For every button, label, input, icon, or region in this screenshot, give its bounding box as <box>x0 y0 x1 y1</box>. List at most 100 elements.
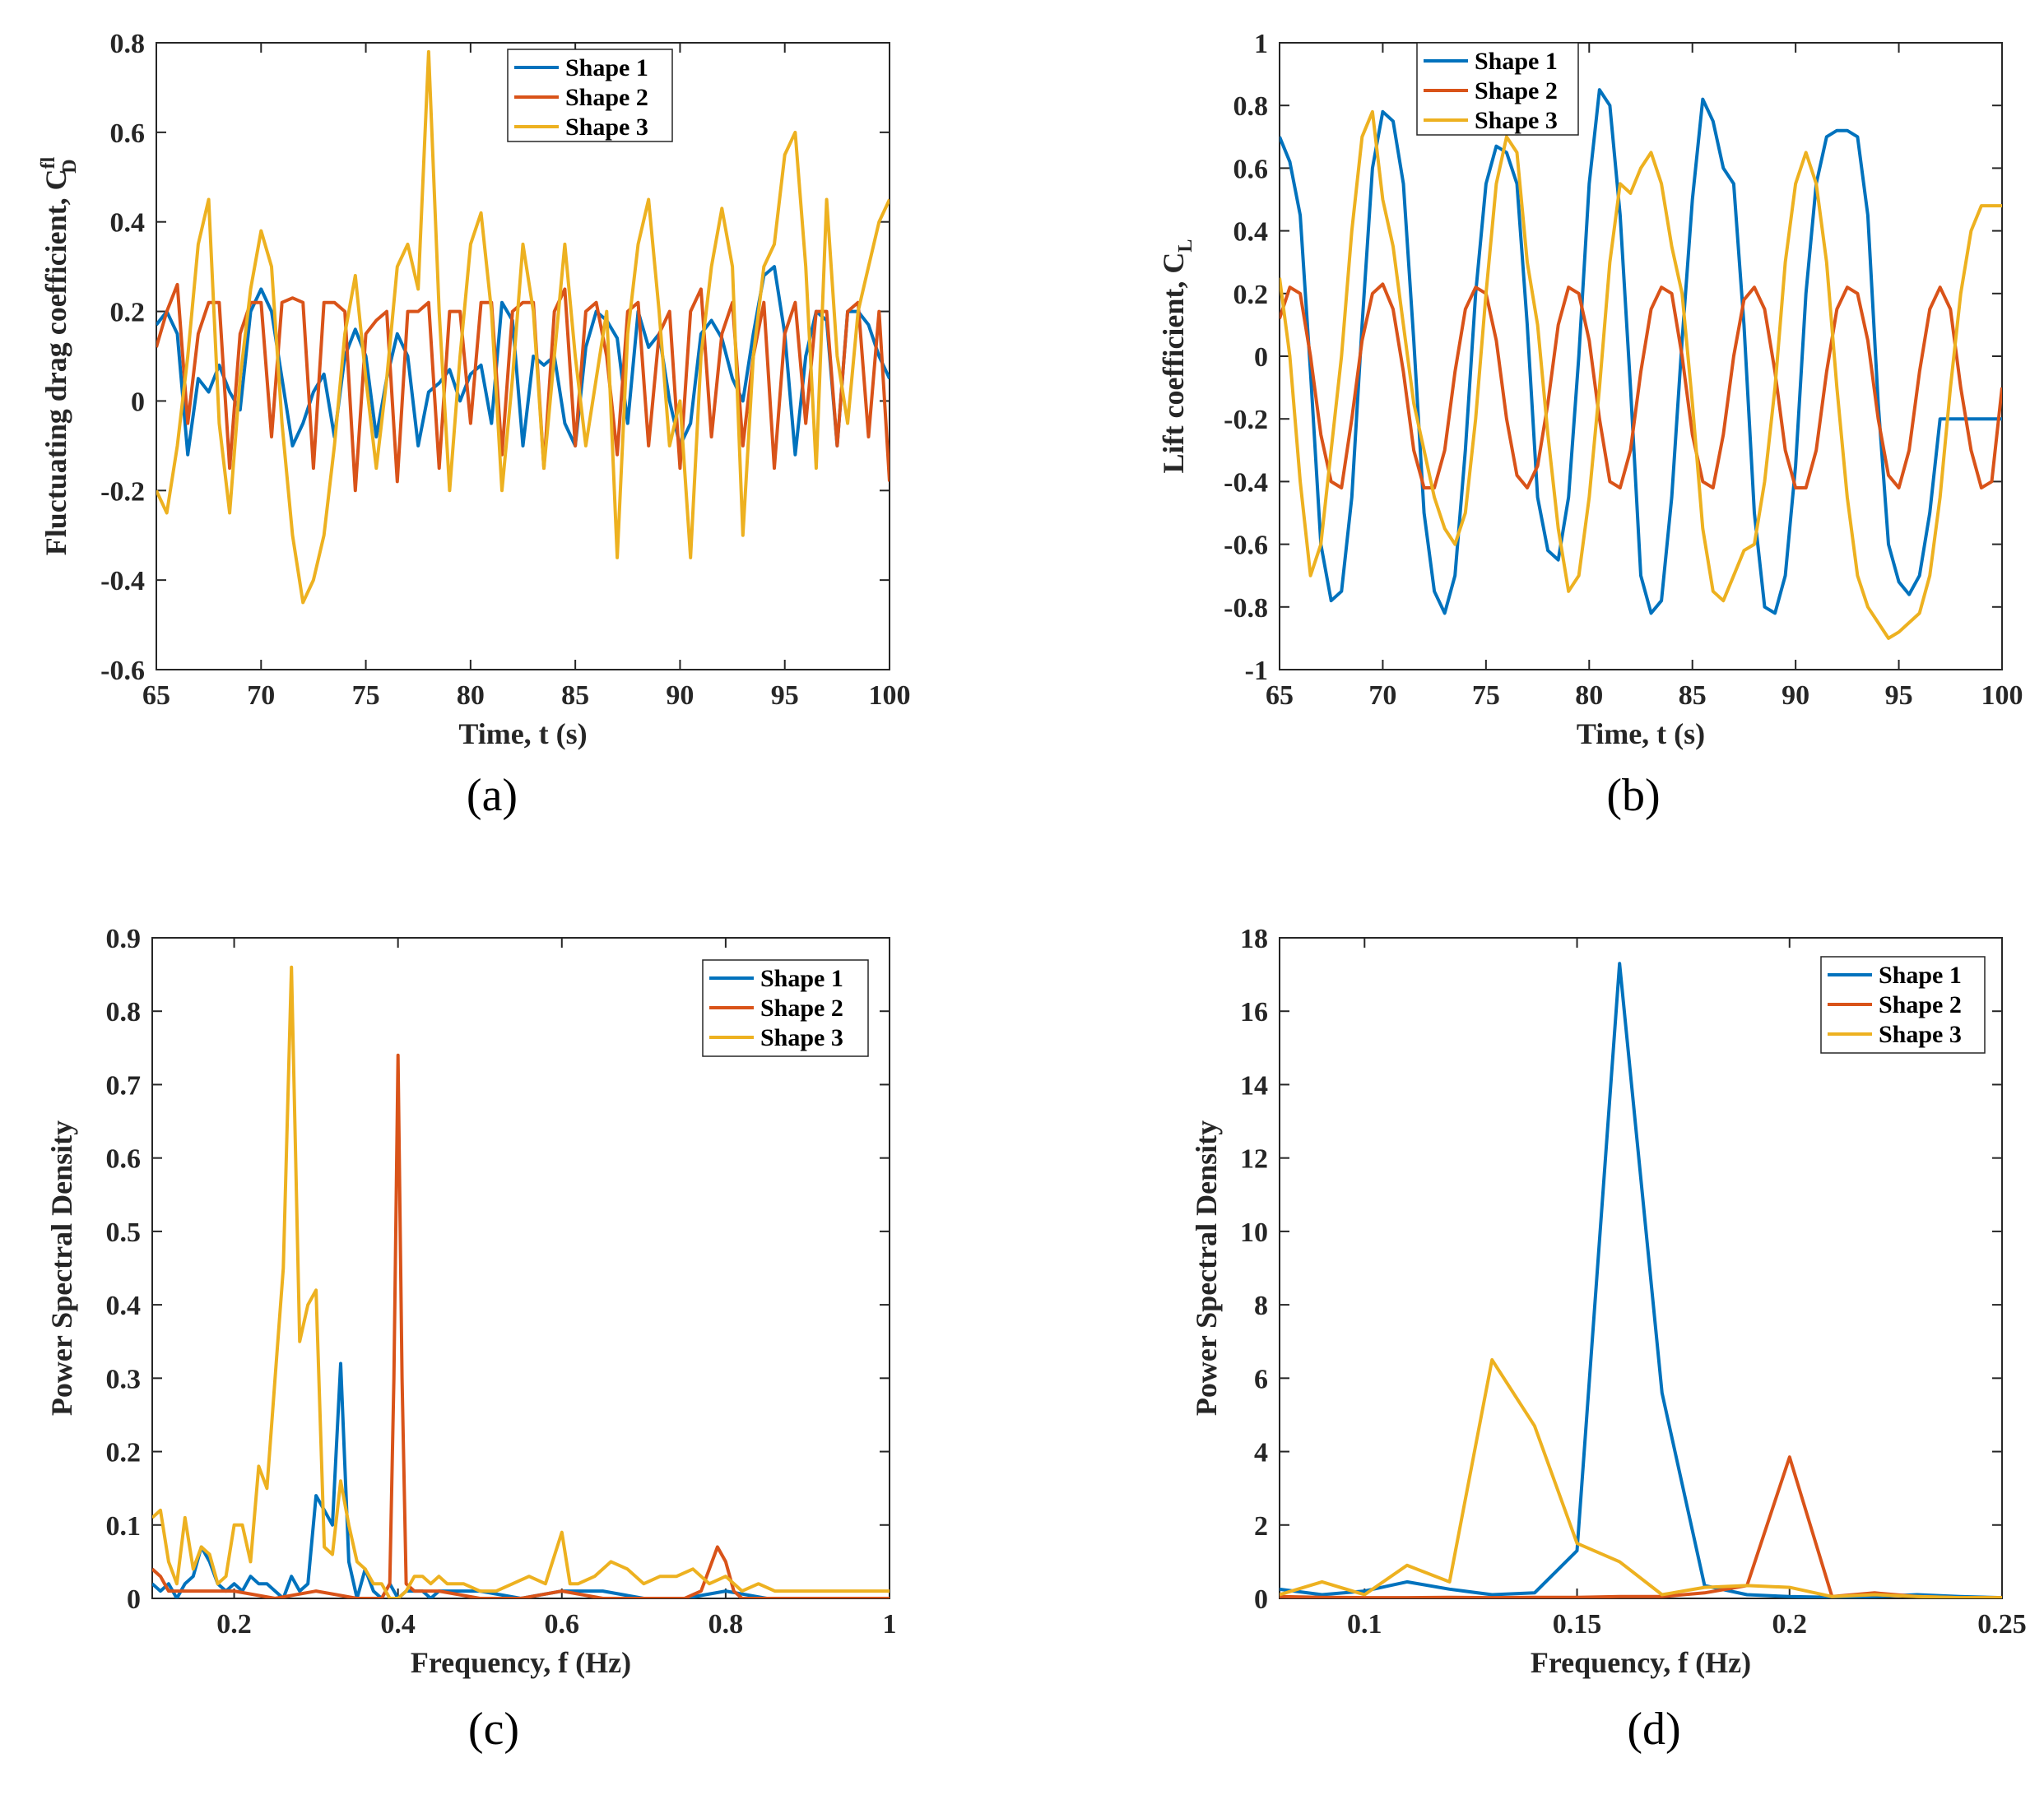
panel-label: (d) <box>1627 1704 1680 1755</box>
y-axis-label: Lift coefficient, CL <box>1157 239 1196 474</box>
series-group <box>1280 88 2002 640</box>
y-tick-label: -0.2 <box>1224 405 1268 435</box>
y-tick-label: 0.4 <box>110 208 146 239</box>
x-tick-label: 95 <box>771 680 799 711</box>
x-tick-label: 70 <box>247 680 275 711</box>
x-tick-label: 0.1 <box>1347 1609 1382 1640</box>
y-tick-label: 0.7 <box>106 1070 142 1101</box>
x-tick-label: 0.15 <box>1553 1609 1602 1640</box>
y-tick-label: 0.2 <box>106 1438 142 1468</box>
y-tick-label: 0.6 <box>110 118 146 149</box>
y-tick-label: 1 <box>1254 29 1268 59</box>
series-line-shape-3 <box>1280 1358 2002 1598</box>
y-axis-label: Power Spectral Density <box>1190 1120 1223 1416</box>
legend-label-shape-2: Shape 2 <box>760 995 843 1022</box>
x-tick-label: 100 <box>869 680 911 711</box>
y-tick-label: 4 <box>1254 1438 1268 1468</box>
x-tick-label: 0.2 <box>216 1609 252 1640</box>
series-line-shape-2 <box>152 1053 890 1598</box>
x-tick-label: 90 <box>666 680 694 711</box>
y-tick-label: 0.2 <box>1233 280 1269 310</box>
legend-label-shape-1: Shape 1 <box>1475 48 1558 75</box>
y-axis-label-subscript: D <box>59 159 81 173</box>
y-tick-label: 0.6 <box>1233 154 1269 184</box>
x-tick-label: 75 <box>352 680 380 711</box>
y-tick-label: 0.8 <box>1233 91 1269 122</box>
panel-label: (c) <box>468 1704 519 1755</box>
legend-label-shape-1: Shape 1 <box>565 54 648 81</box>
series-line-shape-1 <box>1280 88 2002 615</box>
x-axis-label: Time, t (s) <box>1577 717 1705 750</box>
x-axis-label: Frequency, f (Hz) <box>1531 1646 1751 1679</box>
x-tick-label: 65 <box>1266 680 1294 711</box>
y-tick-label: 0 <box>1254 342 1268 373</box>
y-tick-label: 6 <box>1254 1364 1268 1394</box>
x-tick-label: 100 <box>1981 680 2023 711</box>
y-tick-label: 0.3 <box>106 1364 142 1394</box>
x-tick-label: 0.6 <box>545 1609 580 1640</box>
series-group <box>152 965 890 1598</box>
y-axis-label-superscript: fl <box>38 156 59 169</box>
y-tick-label: 0 <box>131 387 145 417</box>
y-tick-label: 0.2 <box>110 298 146 328</box>
y-tick-label: -0.8 <box>1224 593 1268 624</box>
y-tick-label: 0.5 <box>106 1218 142 1248</box>
x-axis-label: Time, t (s) <box>458 717 587 750</box>
y-tick-label: -0.6 <box>1224 531 1268 561</box>
x-tick-label: 80 <box>1575 680 1603 711</box>
x-tick-label: 0.2 <box>1772 1609 1808 1640</box>
panel-4: 0.1 0.15 0.2 0.25 0 2 4 6 8 10 12 14 16 18 Frequency, … <box>1190 924 2027 1755</box>
y-tick-label: 0 <box>1254 1584 1268 1615</box>
y-tick-label: 14 <box>1240 1070 1268 1101</box>
y-tick-label: 0.9 <box>106 924 142 954</box>
series-line-shape-2 <box>1280 282 2002 489</box>
panel-3: 0.2 0.4 0.6 0.8 1 0 0.1 0.2 0.3 0.4 0.5 0.6 0.7 0.8 0.… <box>45 924 897 1755</box>
legend-label-shape-3: Shape 3 <box>760 1024 843 1051</box>
legend-label-shape-3: Shape 3 <box>1475 107 1558 134</box>
legend-label-shape-2: Shape 2 <box>565 84 648 111</box>
series-line-shape-3 <box>152 965 890 1598</box>
y-tick-label: 18 <box>1240 924 1268 954</box>
x-tick-label: 0.25 <box>1977 1609 2027 1640</box>
y-tick-label: -0.6 <box>100 656 145 686</box>
legend-label-shape-1: Shape 1 <box>760 965 843 992</box>
x-tick-label: 80 <box>457 680 485 711</box>
y-tick-label: 0.1 <box>106 1511 142 1542</box>
y-tick-label: 0.6 <box>106 1144 142 1175</box>
series-group <box>156 49 890 605</box>
y-tick-label: -1 <box>1245 656 1268 686</box>
panel-label: (a) <box>467 770 518 821</box>
y-tick-label: -0.4 <box>1224 467 1268 498</box>
y-tick-label: 0.8 <box>110 29 146 59</box>
legend-label-shape-2: Shape 2 <box>1879 991 1962 1018</box>
y-tick-label: -0.4 <box>100 566 145 596</box>
x-tick-label: 65 <box>142 680 170 711</box>
y-tick-label: 8 <box>1254 1291 1268 1321</box>
legend-label-shape-1: Shape 1 <box>1879 962 1962 989</box>
x-tick-label: 85 <box>1679 680 1707 711</box>
series-line-shape-3 <box>156 49 890 605</box>
y-tick-label: -0.2 <box>100 476 145 507</box>
panel-2: 65 70 75 80 85 90 95 100 -1 -0.8 -0.6 -0.4 -0.2 0 0.2 0… <box>1157 29 2023 821</box>
y-tick-label: 16 <box>1240 997 1268 1027</box>
x-tick-label: 0.4 <box>380 1609 416 1640</box>
y-tick-label: 0.4 <box>1233 217 1269 248</box>
y-tick-label: 2 <box>1254 1511 1268 1542</box>
y-tick-label: 12 <box>1240 1144 1268 1175</box>
x-tick-label: 1 <box>883 1609 897 1640</box>
series-group <box>1280 962 2002 1598</box>
y-axis-label: Fluctuating drag coefficient, CflD <box>38 156 81 555</box>
x-tick-label: 95 <box>1885 680 1913 711</box>
x-tick-label: 85 <box>561 680 589 711</box>
x-tick-label: 75 <box>1472 680 1500 711</box>
panel-1: 65 70 75 80 85 90 95 100 -0.6 -0.4 -0.2 0 0.2 0.4 0.6 0… <box>38 29 911 821</box>
panel-label: (b) <box>1606 770 1660 821</box>
x-axis-label: Frequency, f (Hz) <box>411 1646 631 1679</box>
y-axis-label: Power Spectral Density <box>45 1120 78 1416</box>
x-tick-label: 90 <box>1782 680 1809 711</box>
